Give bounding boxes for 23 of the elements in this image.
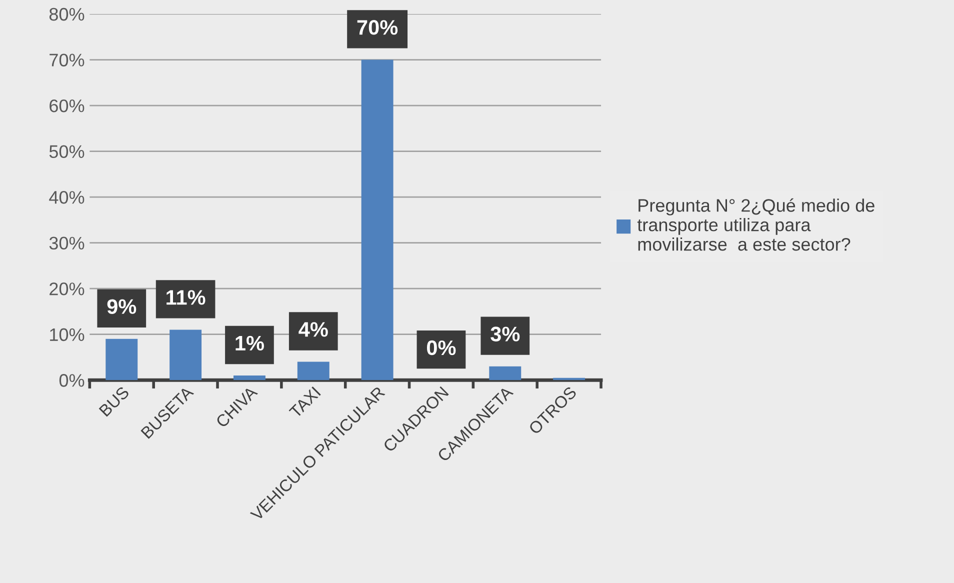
bar — [361, 60, 394, 380]
y-tick-label: 20% — [50, 282, 84, 296]
data-label: 11% — [166, 290, 206, 305]
data-label: 4% — [298, 322, 328, 337]
y-tick-label: 70% — [50, 54, 84, 66]
legend-label: Pregunta N° 2¿Qué medio de transporte utiliza para movilizarse a este sector? — [637, 198, 874, 251]
data-label: 3% — [490, 326, 520, 342]
data-label: 0% — [426, 340, 456, 356]
y-tick-label: 10% — [50, 328, 84, 342]
bar — [106, 338, 138, 380]
y-tick-label: 40% — [49, 190, 84, 204]
y-tick-label: 30% — [49, 236, 84, 250]
data-label: 9% — [107, 299, 136, 314]
data-label: 1% — [236, 336, 264, 351]
y-tick-label: 0% — [59, 374, 84, 387]
y-tick-label: 80% — [49, 8, 84, 21]
bar — [233, 376, 266, 380]
bar — [297, 362, 330, 380]
bar — [489, 366, 522, 380]
y-tick-label: 60% — [50, 99, 84, 112]
data-label: 70% — [357, 20, 398, 35]
y-tick-label: 50% — [49, 145, 84, 158]
bar — [170, 330, 202, 380]
